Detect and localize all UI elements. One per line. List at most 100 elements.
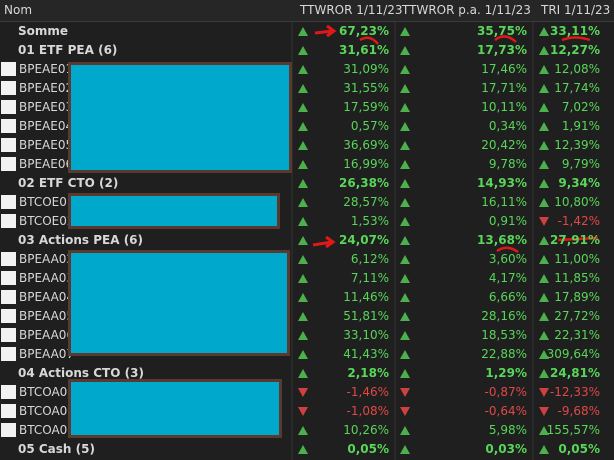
value-cell: 17,71% <box>481 81 527 95</box>
trend-arrow <box>298 236 308 245</box>
value-cell: -1,08% <box>346 404 389 418</box>
trend-arrow <box>400 27 410 36</box>
trend-arrow <box>400 46 410 55</box>
row-name: BPEAE06 <box>19 157 74 171</box>
trend-arrow <box>298 103 308 112</box>
value-cell: 4,17% <box>488 271 527 285</box>
value-cell: 10,80% <box>554 195 600 209</box>
row-icon <box>1 195 16 209</box>
row-name: BPEAE03 <box>19 100 74 114</box>
row-icon <box>1 119 16 133</box>
row-name: 04 Actions CTO (3) <box>18 366 144 380</box>
trend-arrow <box>400 198 410 207</box>
value-cell: 6,12% <box>350 252 389 266</box>
row-name: BPEAE02 <box>19 81 74 95</box>
value-cell: 28,57% <box>343 195 389 209</box>
trend-arrow <box>298 84 308 93</box>
value-cell: 9,34% <box>558 176 600 190</box>
trend-arrow <box>400 84 410 93</box>
row-name: BPEAA06 <box>19 328 75 342</box>
value-cell: 7,02% <box>561 100 600 114</box>
value-cell: 31,55% <box>343 81 389 95</box>
trend-arrow <box>298 46 308 55</box>
row-name: BPEAE01 <box>19 62 74 76</box>
trend-arrow <box>539 255 549 264</box>
value-cell: 6,66% <box>488 290 527 304</box>
value-cell: 35,75% <box>477 24 527 38</box>
value-cell: 16,11% <box>481 195 527 209</box>
header-bar <box>0 0 614 22</box>
trend-arrow <box>400 426 410 435</box>
trend-arrow <box>298 331 308 340</box>
value-cell: -0,64% <box>484 404 527 418</box>
trend-arrow <box>539 122 549 131</box>
trend-arrow <box>400 65 410 74</box>
trend-arrow <box>539 160 549 169</box>
value-cell: 12,27% <box>550 43 600 57</box>
trend-arrow <box>539 46 549 55</box>
value-cell: 17,73% <box>477 43 527 57</box>
trend-arrow <box>298 369 308 378</box>
value-cell: 0,03% <box>485 442 527 456</box>
row-name: BTCOA03 <box>19 423 75 437</box>
trend-arrow <box>539 84 549 93</box>
value-cell: 11,85% <box>554 271 600 285</box>
trend-arrow <box>298 217 308 226</box>
value-cell: 7,11% <box>350 271 389 285</box>
row-name: 02 ETF CTO (2) <box>18 176 119 190</box>
trend-arrow <box>539 426 549 435</box>
value-cell: 33,11% <box>550 24 600 38</box>
value-cell: 0,57% <box>350 119 389 133</box>
trend-arrow <box>400 103 410 112</box>
trend-arrow <box>298 141 308 150</box>
value-cell: 11,00% <box>554 252 600 266</box>
trend-arrow <box>400 350 410 359</box>
row-icon <box>1 385 16 399</box>
value-cell: 3,60% <box>488 252 527 266</box>
value-cell: 17,59% <box>343 100 389 114</box>
value-cell: 18,53% <box>481 328 527 342</box>
value-cell: 0,05% <box>347 442 389 456</box>
trend-arrow <box>298 407 308 416</box>
row-name: BTCOA02 <box>19 404 75 418</box>
value-cell: -0,87% <box>484 385 527 399</box>
row-name: BPEAA07 <box>19 347 75 361</box>
value-cell: 1,91% <box>561 119 600 133</box>
value-cell: 0,91% <box>488 214 527 228</box>
value-cell: 155,57% <box>546 423 600 437</box>
row-icon <box>1 252 16 266</box>
value-cell: -1,42% <box>557 214 600 228</box>
row-name: BPEAE05 <box>19 138 74 152</box>
value-cell: -12,33% <box>549 385 600 399</box>
value-cell: 10,11% <box>481 100 527 114</box>
trend-arrow <box>539 407 549 416</box>
value-cell: 1,29% <box>485 366 527 380</box>
value-cell: 41,43% <box>343 347 389 361</box>
value-cell: -1,46% <box>346 385 389 399</box>
row-icon <box>1 404 16 418</box>
trend-arrow <box>539 388 549 397</box>
column-header: TRI 1/11/23 <box>541 3 611 17</box>
trend-arrow <box>298 445 308 454</box>
value-cell: 0,05% <box>558 442 600 456</box>
trend-arrow <box>298 350 308 359</box>
row-name: BPEAA02 <box>19 252 75 266</box>
trend-arrow <box>400 255 410 264</box>
trend-arrow <box>400 293 410 302</box>
value-cell: 12,39% <box>554 138 600 152</box>
trend-arrow <box>539 141 549 150</box>
row-icon <box>1 157 16 171</box>
trend-arrow <box>298 426 308 435</box>
value-cell: 51,81% <box>343 309 389 323</box>
value-cell: 22,88% <box>481 347 527 361</box>
trend-arrow <box>298 198 308 207</box>
row-name: BPEAA04 <box>19 290 75 304</box>
value-cell: 27,72% <box>554 309 600 323</box>
value-cell: 17,46% <box>481 62 527 76</box>
trend-arrow <box>400 160 410 169</box>
redaction <box>68 193 280 229</box>
row-name: BPEAA05 <box>19 309 75 323</box>
value-cell: 28,16% <box>481 309 527 323</box>
trend-arrow <box>400 445 410 454</box>
